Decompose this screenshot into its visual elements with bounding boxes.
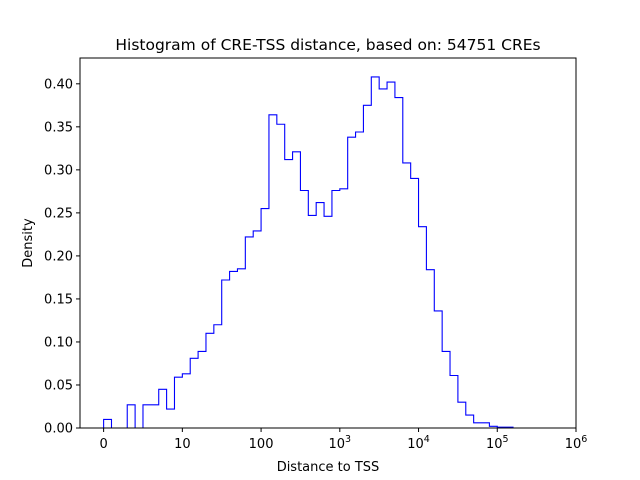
y-tick-label: 0.15 xyxy=(44,292,73,307)
y-tick-label: 0.25 xyxy=(44,206,73,221)
chart-title: Histogram of CRE-TSS distance, based on:… xyxy=(115,36,540,54)
y-axis-label: Density xyxy=(21,218,36,268)
x-axis-label: Distance to TSS xyxy=(277,460,380,475)
y-tick-label: 0.00 xyxy=(44,422,73,437)
y-tick-label: 0.10 xyxy=(44,335,73,350)
x-tick-label: 10 xyxy=(174,437,191,452)
x-axis-ticks: 0 10 100 103 104 105 106 xyxy=(99,428,587,452)
y-tick-label: 0.35 xyxy=(44,120,73,135)
plot-frame xyxy=(79,57,577,429)
y-tick-label: 0.40 xyxy=(44,77,73,92)
plot-area xyxy=(80,58,576,428)
y-tick-label: 0.20 xyxy=(44,249,73,264)
y-tick-label: 0.05 xyxy=(44,378,73,393)
x-tick-label: 100 xyxy=(249,437,274,452)
x-tick-label: 0 xyxy=(99,437,107,452)
y-tick-label: 0.30 xyxy=(44,163,73,178)
y-axis-ticks: 0.00 0.05 0.10 0.15 0.20 0.25 0.30 0.35 0.40 xyxy=(44,77,80,437)
histogram-outline xyxy=(103,76,537,429)
